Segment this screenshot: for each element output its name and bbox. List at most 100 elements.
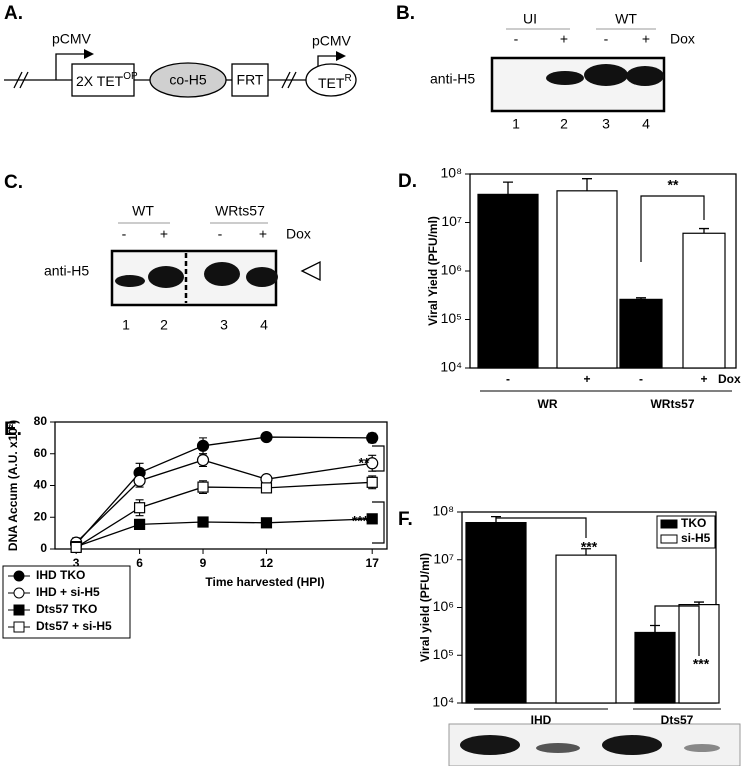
dox-sign: + (160, 226, 168, 242)
panel-a: A. pCMV 2X TETOP co-H5 FRT pCMV TETR (4, 3, 357, 98)
legend-label: Dts57 + si-H5 (36, 619, 112, 633)
point (366, 513, 378, 525)
panel-label: D. (398, 171, 417, 192)
group-label: WRts57 (215, 203, 265, 219)
bar (619, 298, 663, 369)
point (260, 482, 273, 494)
significance-bracket (496, 517, 587, 538)
point (133, 502, 146, 514)
gene-label: co-H5 (169, 72, 207, 88)
group-label: WR (538, 397, 558, 411)
bar (477, 193, 539, 369)
y-tick-label: 40 (34, 478, 48, 492)
x-tick-label: + (583, 372, 590, 386)
significance-label: *** (581, 539, 598, 555)
band (602, 735, 662, 755)
promoter-label: pCMV (52, 31, 92, 47)
lane-number: 2 (560, 116, 568, 132)
error-bar (582, 178, 592, 191)
bar (555, 554, 617, 704)
y-tick-label: 10⁵ (433, 646, 454, 662)
operator-sup: OP (123, 71, 138, 82)
band (584, 64, 628, 86)
legend-swatch (660, 534, 678, 544)
point (133, 518, 146, 530)
break-mark (13, 71, 29, 89)
y-axis-label: Viral yield (PFU/ml) (418, 553, 432, 662)
lane-number: 3 (602, 116, 610, 132)
lane-number: 4 (642, 116, 650, 132)
panel-c: C. WT WRts57 - + - + Dox anti-H5 1 2 3 4 (4, 172, 321, 333)
group-label: WT (615, 11, 637, 27)
significance-bracket (654, 605, 700, 656)
lane-number: 4 (260, 317, 268, 333)
band (536, 743, 580, 753)
point (70, 541, 82, 554)
lane-number: 1 (122, 317, 130, 333)
panel-f-blot (448, 723, 741, 766)
lane-number: 1 (512, 116, 520, 132)
point (197, 481, 209, 493)
band (204, 262, 240, 286)
promoter-label: pCMV (312, 33, 352, 49)
break-mark (281, 71, 297, 89)
group-label: WRts57 (650, 397, 694, 411)
bar (682, 232, 726, 369)
series-line (75, 436, 373, 545)
dox-label: Dox (286, 226, 311, 242)
point (197, 516, 209, 528)
point (366, 457, 379, 470)
legend: IHD TKO IHD + si-H5 Dts57 TKO Dts57 + si-H5 (2, 565, 131, 639)
bar (556, 190, 618, 369)
band (684, 744, 720, 752)
y-tick-label: 10⁶ (441, 262, 462, 278)
y-tick-label: 10⁷ (441, 213, 462, 229)
point (260, 517, 273, 529)
antibody-label: anti-H5 (44, 263, 89, 279)
x-category-label: IHD (531, 713, 552, 727)
x-tick-label: - (639, 372, 643, 386)
significance-label: ** (668, 177, 679, 193)
arrow-head (84, 49, 94, 59)
group-label: WT (132, 203, 154, 219)
antibody-label: anti-H5 (430, 71, 475, 87)
significance-bracket (372, 501, 385, 544)
band (546, 71, 584, 85)
x-tick-label: - (506, 372, 510, 386)
y-axis-label: DNA Accum (A.U. x10²) (6, 420, 20, 551)
significance-bracket (372, 445, 385, 472)
lane-number: 3 (220, 317, 228, 333)
legend-label: TKO (681, 516, 706, 530)
point (366, 431, 379, 444)
panel-label: B. (396, 3, 415, 24)
panel-label: E. (4, 419, 22, 440)
legend-marker (13, 587, 25, 599)
legend-swatch (660, 519, 678, 529)
significance-bracket (640, 195, 705, 262)
legend-label: si-H5 (681, 531, 711, 545)
legend-marker (13, 570, 25, 582)
dox-sign: + (560, 31, 568, 47)
legend-label: IHD + si-H5 (36, 585, 100, 599)
legend-marker (13, 621, 25, 633)
x-tick-label: 6 (136, 556, 143, 570)
x-category-label: Dts57 (661, 713, 694, 727)
point (196, 439, 210, 452)
band (460, 735, 520, 755)
point (366, 476, 378, 488)
y-tick-label: 10⁴ (432, 694, 454, 710)
y-tick-label: 20 (34, 509, 48, 523)
panel-label: A. (4, 3, 23, 24)
repressor-shape (305, 63, 357, 97)
dox-label: Dox (670, 31, 695, 47)
y-tick-label: 10⁷ (433, 550, 454, 566)
dox-sign: - (514, 31, 519, 47)
legend-label: IHD TKO (36, 568, 85, 582)
series-line (75, 459, 373, 544)
promoter-arrow (55, 53, 86, 80)
panel-label: F. (398, 509, 413, 530)
operator-text: 2X TET (76, 73, 124, 89)
bar (465, 521, 527, 704)
y-tick-label: 10⁸ (433, 503, 455, 519)
band (115, 275, 145, 287)
